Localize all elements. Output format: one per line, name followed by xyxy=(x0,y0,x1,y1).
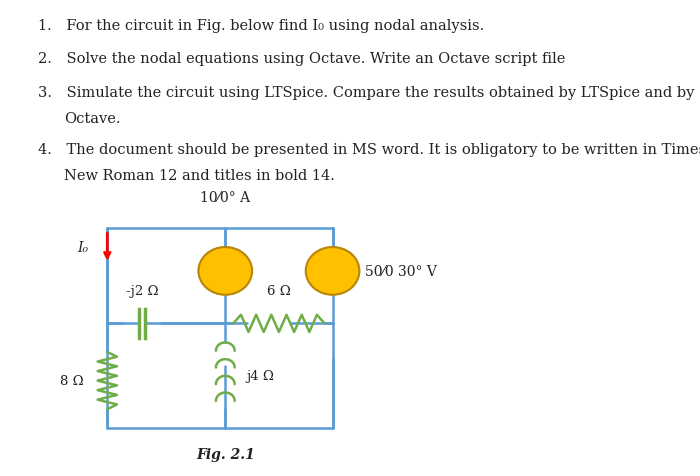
Text: 8 Ω: 8 Ω xyxy=(60,374,83,387)
Text: +: + xyxy=(327,256,338,270)
Text: New Roman 12 and titles in bold 14.: New Roman 12 and titles in bold 14. xyxy=(64,169,335,183)
Text: Fig. 2.1: Fig. 2.1 xyxy=(196,447,255,461)
Text: I₀: I₀ xyxy=(78,240,88,255)
Text: -j2 Ω: -j2 Ω xyxy=(126,285,158,298)
Circle shape xyxy=(306,248,359,295)
Text: j4 Ω: j4 Ω xyxy=(246,369,274,383)
Text: 1. For the circuit in Fig. below find I₀ using nodal analysis.: 1. For the circuit in Fig. below find I₀… xyxy=(38,19,484,33)
Text: 50⁄0 30° V: 50⁄0 30° V xyxy=(365,264,437,278)
Text: 4. The document should be presented in MS word. It is obligatory to be written i: 4. The document should be presented in M… xyxy=(38,143,700,157)
Text: Octave.: Octave. xyxy=(64,112,121,126)
Circle shape xyxy=(199,248,252,295)
Text: −: − xyxy=(327,273,338,287)
Text: 2. Solve the nodal equations using Octave. Write an Octave script file: 2. Solve the nodal equations using Octav… xyxy=(38,52,565,66)
Text: 3. Simulate the circuit using LTSpice. Compare the results obtained by LTSpice a: 3. Simulate the circuit using LTSpice. C… xyxy=(38,86,694,99)
Text: 10⁄0° A: 10⁄0° A xyxy=(200,191,251,205)
Text: 6 Ω: 6 Ω xyxy=(267,285,290,298)
